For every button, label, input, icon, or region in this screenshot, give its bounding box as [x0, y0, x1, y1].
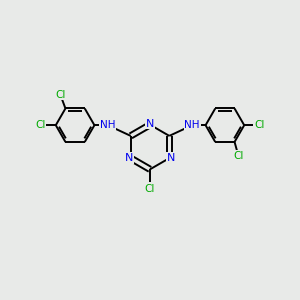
Text: N: N [125, 153, 134, 163]
Text: Cl: Cl [145, 184, 155, 194]
Text: NH: NH [100, 120, 116, 130]
Text: Cl: Cl [254, 120, 264, 130]
Text: N: N [167, 153, 175, 163]
Text: Cl: Cl [233, 151, 243, 161]
Text: Cl: Cl [35, 120, 46, 130]
Text: Cl: Cl [56, 89, 66, 100]
Text: N: N [146, 118, 154, 128]
Text: NH: NH [184, 120, 200, 130]
